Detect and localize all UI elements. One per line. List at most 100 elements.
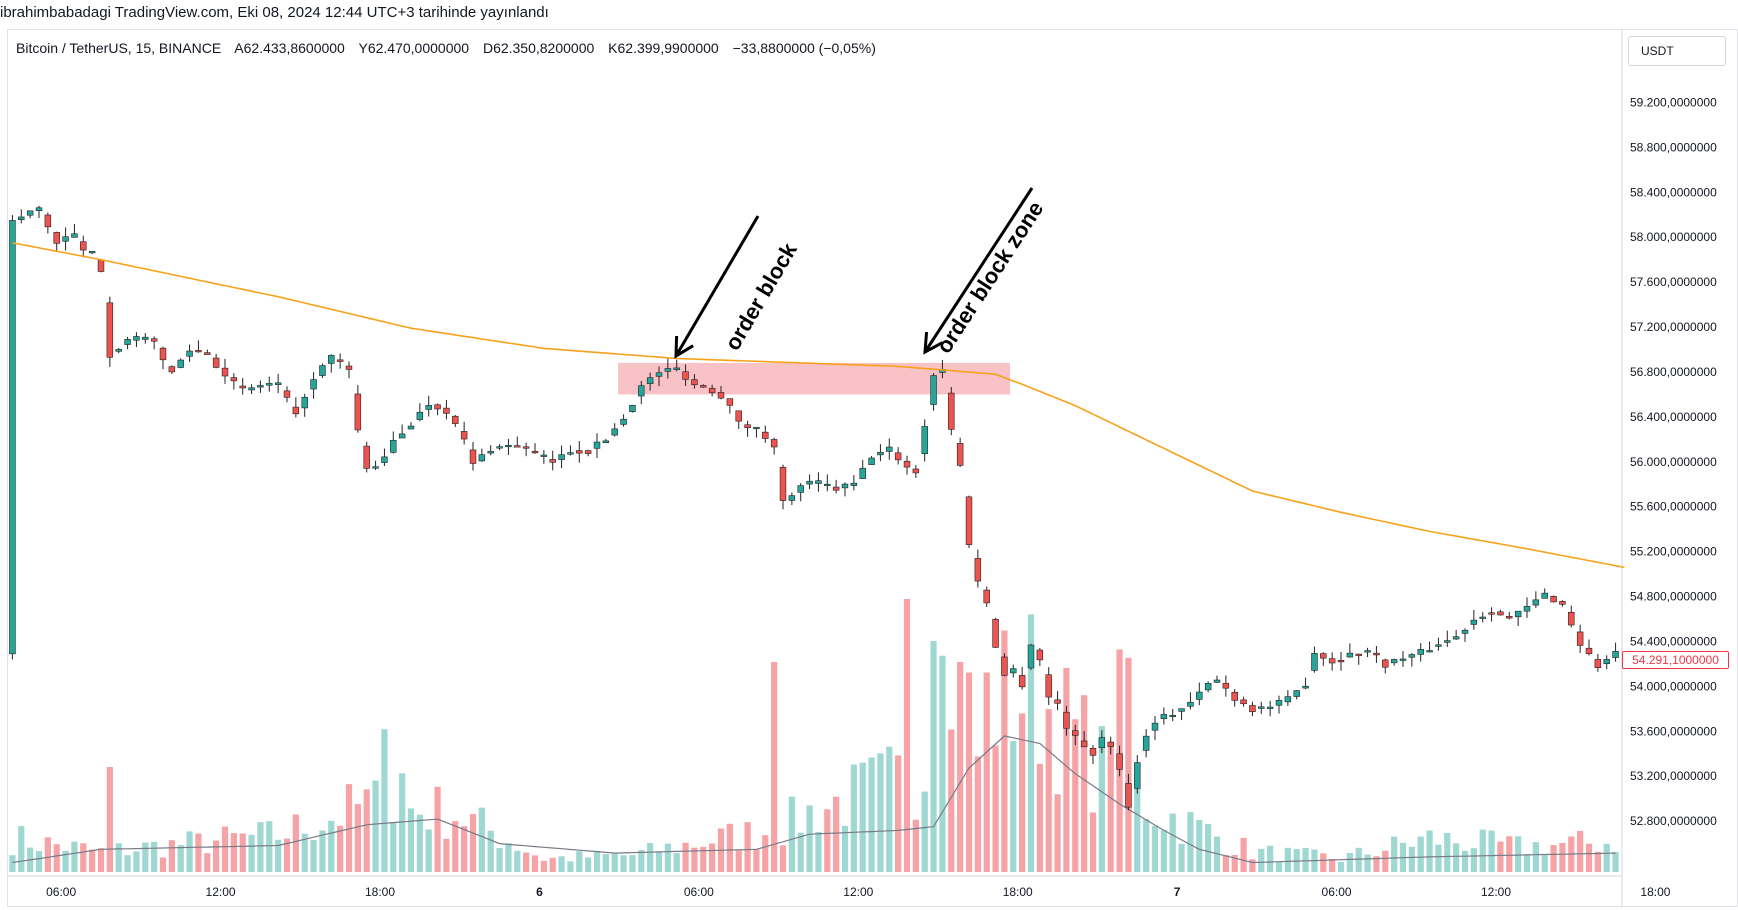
candle [1151, 716, 1159, 741]
volume-bar [815, 831, 822, 872]
candle [390, 431, 397, 454]
candle [505, 438, 512, 455]
candle-body-up [930, 375, 937, 405]
volume-bar [753, 849, 760, 872]
candle [1541, 588, 1548, 599]
candle-body-up [1134, 762, 1141, 789]
candle-body-down [1072, 730, 1079, 736]
candle [1196, 682, 1203, 706]
candle [1125, 773, 1132, 811]
volume-bar [363, 789, 370, 872]
volume-bar [1329, 859, 1336, 872]
volume-bar [1275, 862, 1283, 872]
candle [301, 393, 308, 417]
candle [1231, 689, 1238, 707]
candle-body-down [1089, 747, 1097, 756]
candle-body-up [815, 480, 822, 484]
candle-body-up [1417, 649, 1424, 655]
volume-bar [345, 784, 353, 872]
volume-bar [824, 809, 831, 872]
candle [1444, 630, 1451, 647]
candle [788, 492, 796, 506]
price-unit-button[interactable]: USDT [1628, 36, 1726, 66]
candle [53, 231, 60, 252]
volume-bar [1594, 851, 1601, 872]
candle-body-up [142, 336, 149, 340]
volume-bar [735, 849, 742, 872]
candle [363, 441, 370, 473]
price-tick-label: 54.400,0000000 [1630, 634, 1717, 648]
candle-body-up [372, 466, 379, 469]
volume-bar [1169, 813, 1176, 872]
volume-bar [9, 855, 16, 872]
publication-line: ibrahimbabadagi TradingView.com, Eki 08,… [0, 4, 549, 21]
candle [1204, 681, 1212, 693]
candle-body-up [1435, 644, 1442, 647]
volume-bar [1585, 843, 1593, 872]
candle-body-up [1213, 679, 1221, 683]
candle [1240, 696, 1247, 707]
volume-bar [629, 855, 636, 872]
volume-bar [221, 826, 229, 872]
candle [797, 483, 804, 502]
volume-bar [1408, 846, 1415, 872]
candle [753, 426, 760, 438]
candle [239, 377, 246, 395]
volume-bar [1089, 812, 1097, 872]
candle-body-up [1390, 659, 1398, 664]
candle [1311, 646, 1318, 673]
candle [700, 384, 707, 388]
volume-bar [1532, 842, 1539, 872]
moving-average-line [12, 242, 1625, 569]
candle-body-up [407, 425, 415, 430]
candle [115, 347, 122, 354]
candle-body-up [266, 383, 273, 386]
candle [416, 403, 424, 422]
candle-body-up [788, 495, 796, 501]
symbol-name[interactable]: Bitcoin / TetherUS, 15, BINANCE [16, 40, 222, 56]
candle-body-down [212, 357, 220, 368]
candle [452, 414, 459, 427]
candle-body-down [1054, 699, 1061, 704]
candle [655, 366, 663, 387]
candle [212, 353, 220, 369]
volume-bar [257, 822, 264, 872]
candle [1576, 624, 1584, 654]
candle-body-up [1603, 659, 1610, 665]
candle [1426, 641, 1433, 653]
volume-bar [478, 807, 485, 872]
volume-bar [452, 821, 459, 872]
volume-bar [682, 842, 689, 872]
volume-bar [1107, 741, 1114, 872]
volume-bar [744, 822, 751, 872]
volume-bar [983, 672, 990, 872]
candle-body-down [469, 449, 477, 464]
volume-bar [1027, 614, 1035, 872]
volume-bar [35, 850, 43, 872]
candle-body-up [328, 355, 335, 364]
candle [558, 445, 565, 469]
candle [1293, 690, 1300, 700]
candle-body-down [531, 450, 539, 454]
candle-body-up [496, 446, 503, 449]
volume-bar [1364, 854, 1371, 872]
volume-bar [771, 662, 778, 872]
volume-bar [523, 852, 530, 872]
volume-bar [726, 823, 733, 872]
candle-body-up [398, 433, 406, 439]
volume-bar [921, 791, 928, 872]
candle [407, 422, 415, 430]
volume-bar [664, 843, 671, 872]
volume-bar [1267, 845, 1274, 872]
candle-body-up [1178, 708, 1185, 712]
candle [965, 495, 973, 548]
candle-body-down [159, 347, 167, 361]
candle-body-down [44, 214, 52, 228]
candle-body-down [1036, 649, 1044, 661]
candle-body-down [460, 431, 468, 440]
candle [664, 358, 672, 379]
candle [159, 346, 167, 370]
candle [221, 358, 229, 384]
volume-bar [1249, 859, 1256, 872]
